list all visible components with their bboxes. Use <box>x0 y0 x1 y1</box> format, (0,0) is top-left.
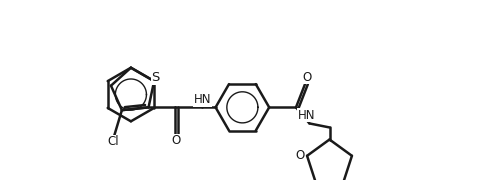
Text: S: S <box>151 71 160 84</box>
Text: HN: HN <box>298 109 316 122</box>
Text: O: O <box>171 134 181 147</box>
Text: O: O <box>302 71 311 84</box>
Text: HN: HN <box>193 93 211 106</box>
Text: O: O <box>295 149 304 162</box>
Text: Cl: Cl <box>107 135 119 148</box>
